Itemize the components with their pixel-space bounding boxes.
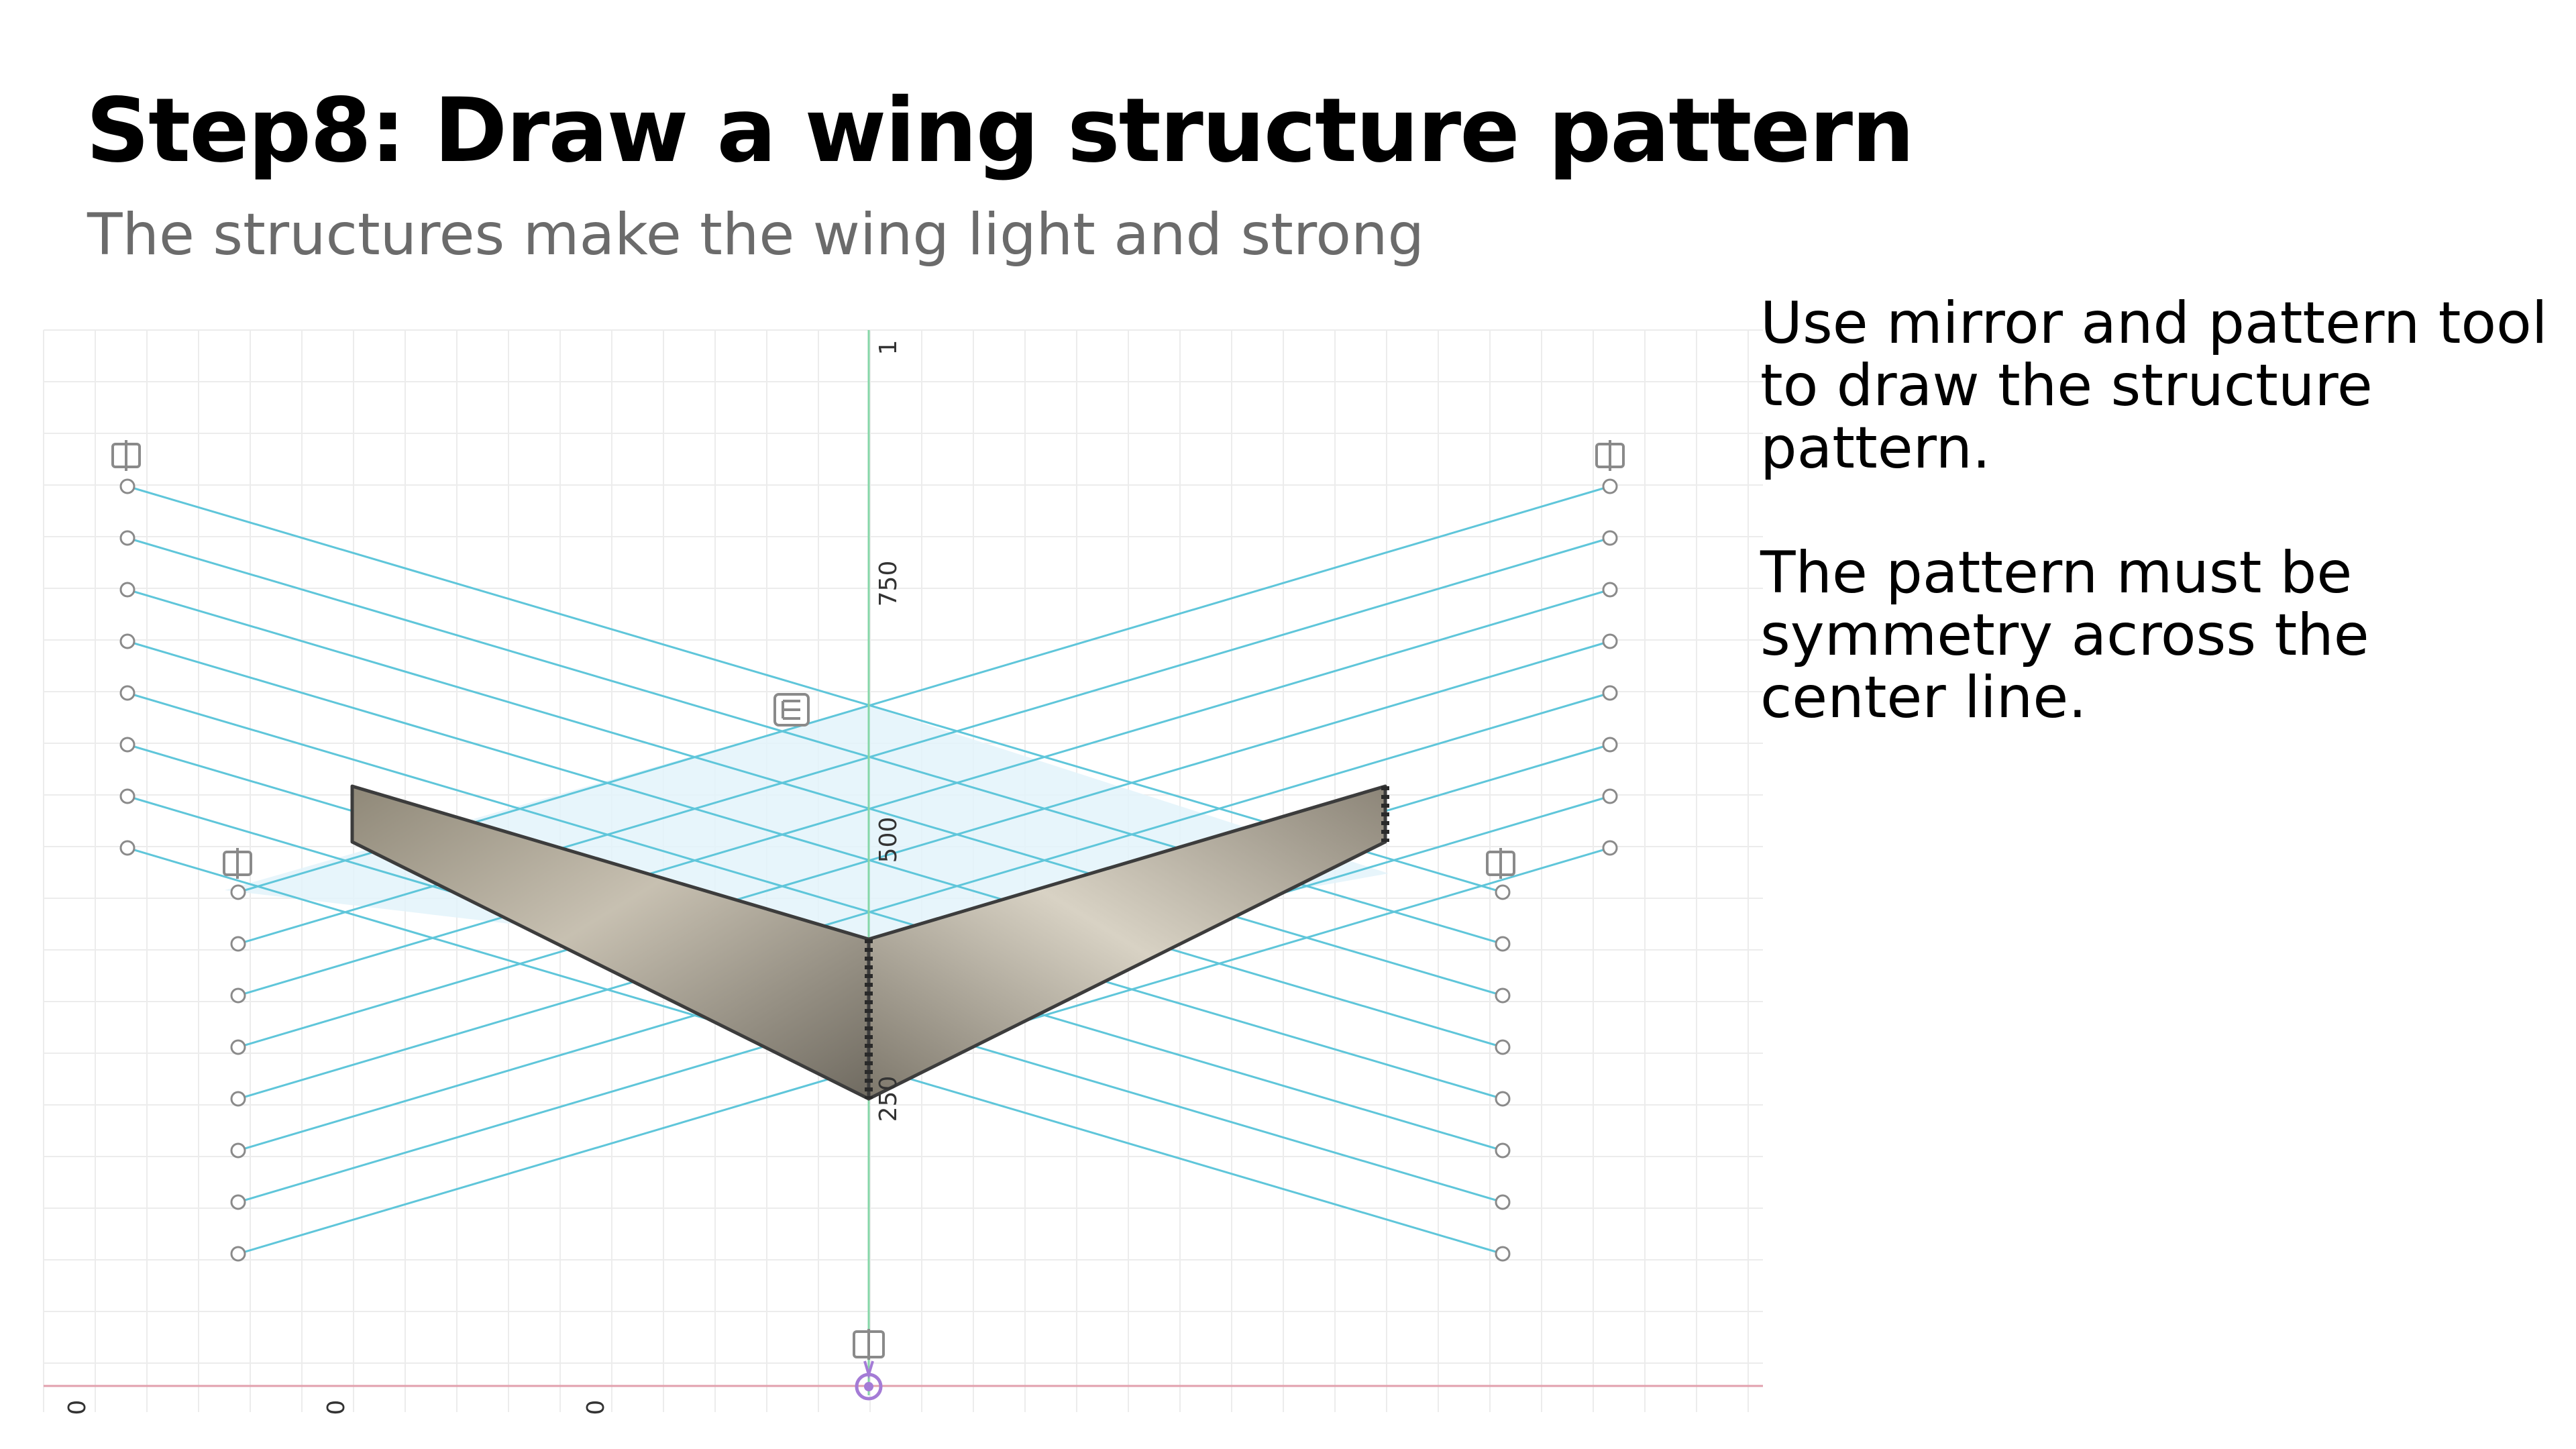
- sketch-point[interactable]: [1602, 840, 1618, 856]
- axis-label-v-750: 750: [875, 561, 902, 607]
- sketch-point[interactable]: [1495, 1246, 1511, 1262]
- sketch-point[interactable]: [1602, 582, 1618, 598]
- axis-label-v-250: 250: [875, 1076, 902, 1122]
- construction-line[interactable]: [237, 692, 1611, 1100]
- sketch-point[interactable]: [119, 478, 136, 494]
- sketch-point[interactable]: [1495, 1039, 1511, 1055]
- sketch-canvas[interactable]: 1 750 500 250 0 0 0: [0, 295, 1771, 1449]
- sketch-point[interactable]: [119, 737, 136, 753]
- axis-label-h-0: 0: [64, 1400, 91, 1415]
- construction-line[interactable]: [127, 692, 1503, 1100]
- sketch-point[interactable]: [119, 840, 136, 856]
- sketch-point[interactable]: [119, 582, 136, 598]
- sketch-point[interactable]: [1602, 633, 1618, 649]
- instruction-text: Use mirror and pattern tool to draw the …: [1760, 290, 2548, 482]
- sketch-svg[interactable]: 1 750 500 250 0 0 0: [0, 295, 1771, 1449]
- pattern-constraint-icon[interactable]: [773, 693, 810, 727]
- sketch-point[interactable]: [1495, 1091, 1511, 1107]
- instruction-panel: Use mirror and pattern tool to draw the …: [1760, 292, 2559, 792]
- mirror-constraint-icon[interactable]: [223, 848, 252, 879]
- sketch-point[interactable]: [230, 987, 246, 1004]
- origin-icon[interactable]: [853, 1329, 885, 1401]
- sketch-point[interactable]: [1602, 788, 1618, 804]
- sketch-point[interactable]: [1495, 884, 1511, 900]
- sketch-point[interactable]: [1602, 685, 1618, 701]
- sketch-point[interactable]: [1602, 530, 1618, 546]
- axis-label-h-0: 0: [582, 1400, 610, 1415]
- mirror-constraint-icon[interactable]: [1595, 440, 1625, 471]
- sketch-point[interactable]: [230, 1142, 246, 1159]
- sketch-point[interactable]: [119, 788, 136, 804]
- construction-line[interactable]: [237, 588, 1611, 997]
- sketch-point[interactable]: [230, 1039, 246, 1055]
- instruction-text: The pattern must be symmetry across the …: [1760, 539, 2369, 731]
- axis-label-h-0: 0: [323, 1400, 350, 1415]
- sketch-point[interactable]: [230, 1246, 246, 1262]
- mirror-constraint-icon[interactable]: [1486, 848, 1515, 879]
- sketch-point[interactable]: [119, 685, 136, 701]
- sketch-point[interactable]: [1602, 478, 1618, 494]
- construction-line[interactable]: [127, 588, 1503, 997]
- slide-subtitle: The structures make the wing light and s…: [87, 201, 1425, 268]
- sketch-point[interactable]: [230, 1091, 246, 1107]
- sketch-point[interactable]: [230, 884, 246, 900]
- slide-title: Step8: Draw a wing structure pattern: [86, 79, 1915, 182]
- wing-body[interactable]: [350, 784, 1389, 1101]
- sketch-point[interactable]: [1495, 987, 1511, 1004]
- mirror-constraint-icon[interactable]: [111, 440, 141, 471]
- sketch-point[interactable]: [230, 1194, 246, 1210]
- construction-line[interactable]: [237, 640, 1611, 1049]
- sketch-point[interactable]: [1495, 1142, 1511, 1159]
- sketch-point[interactable]: [119, 530, 136, 546]
- construction-line[interactable]: [127, 640, 1503, 1049]
- pattern-points: [119, 478, 1618, 1262]
- sketch-point[interactable]: [119, 633, 136, 649]
- sketch-point[interactable]: [1602, 737, 1618, 753]
- sketch-point[interactable]: [1495, 1194, 1511, 1210]
- sketch-point[interactable]: [230, 936, 246, 952]
- axis-label-v-1: 1: [875, 340, 902, 356]
- sketch-point[interactable]: [1495, 936, 1511, 952]
- axis-label-v-500: 500: [875, 817, 902, 863]
